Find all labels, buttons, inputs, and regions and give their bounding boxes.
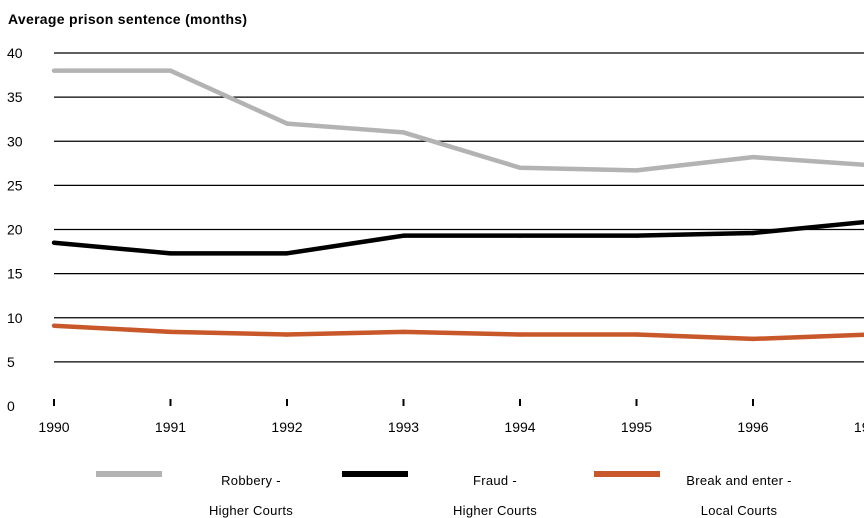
x-tick-label-1996: 1996: [737, 419, 768, 435]
data-point-fraud-1990: [51, 240, 57, 245]
data-point-break-and-enter-1995: [634, 332, 639, 337]
y-tick-label-15: 15: [7, 266, 23, 282]
y-tick-label-10: 10: [7, 310, 23, 326]
y-tick-label-5: 5: [7, 354, 15, 370]
data-point-fraud-1992: [284, 251, 290, 256]
legend-label-fraud-line1: Fraud -: [472, 473, 517, 488]
y-tick-label-0: 0: [7, 398, 15, 414]
data-point-fraud-1991: [168, 251, 173, 256]
data-point-robbery-1994: [517, 165, 523, 170]
series-line-fraud: [53, 219, 864, 256]
legend-label-robbery-line2: Higher Courts: [208, 503, 294, 518]
data-point-break-and-enter-1992: [284, 332, 290, 337]
legend-label-break-and-enter: Break and enter - Local Courts: [664, 458, 814, 518]
x-tick-label-1997: 1997: [854, 419, 864, 435]
data-point-robbery-1995: [634, 168, 639, 173]
x-tick-label-1993: 1993: [388, 419, 419, 435]
legend-label-break-and-enter-line1: Break and enter -: [686, 473, 792, 488]
legend-swatch-break-and-enter: [594, 471, 660, 477]
x-axis: 1990 1991 1992 1993 1994 1995 1996 1997: [38, 399, 864, 435]
legend-swatch-robbery: [96, 471, 162, 477]
legend-label-robbery: Robbery - Higher Courts: [176, 458, 326, 518]
x-tick-label-1990: 1990: [38, 419, 69, 435]
y-tick-label-20: 20: [7, 222, 23, 238]
x-tick-label-1991: 1991: [155, 419, 186, 435]
legend-item-break-and-enter: Break and enter - Local Courts: [594, 458, 864, 518]
data-point-robbery-1992: [284, 121, 290, 126]
data-point-fraud-1993: [401, 233, 406, 238]
x-tick-label-1995: 1995: [621, 419, 652, 435]
data-point-fraud-1996: [750, 230, 756, 236]
data-point-break-and-enter-1996: [750, 336, 756, 342]
data-point-robbery-1991: [168, 68, 173, 73]
data-point-break-and-enter-1994: [517, 332, 523, 337]
series-lines: [51, 68, 864, 342]
legend-label-fraud-line2: Higher Courts: [452, 503, 538, 518]
data-point-robbery-1993: [401, 130, 406, 135]
y-tick-label-40: 40: [7, 45, 23, 61]
data-point-robbery-1996: [750, 154, 756, 160]
x-tick-label-1994: 1994: [504, 419, 535, 435]
y-tick-label-25: 25: [7, 177, 23, 193]
series-line-robbery: [54, 68, 864, 173]
legend-label-fraud: Fraud - Higher Courts: [420, 458, 570, 518]
legend-label-robbery-line1: Robbery -: [221, 473, 281, 488]
gridlines: [54, 52, 864, 363]
legend-swatch-fraud: [342, 471, 408, 477]
x-tick-label-1992: 1992: [271, 419, 302, 435]
data-point-fraud-1995: [634, 233, 639, 238]
y-tick-label-35: 35: [7, 89, 23, 105]
y-tick-label-30: 30: [7, 133, 23, 149]
chart-title: Average prison sentence (months): [8, 11, 248, 27]
data-point-break-and-enter-1991: [168, 329, 173, 335]
legend-label-break-and-enter-line2: Local Courts: [700, 503, 778, 518]
data-point-break-and-enter-1993: [401, 329, 406, 335]
data-point-break-and-enter-1990: [51, 323, 57, 328]
series-line-break-and-enter: [53, 323, 864, 342]
data-point-fraud-1994: [517, 233, 523, 238]
y-axis: 0 5 10 15 20 25 30 35 40: [7, 45, 23, 414]
data-point-robbery-1990: [51, 68, 57, 73]
